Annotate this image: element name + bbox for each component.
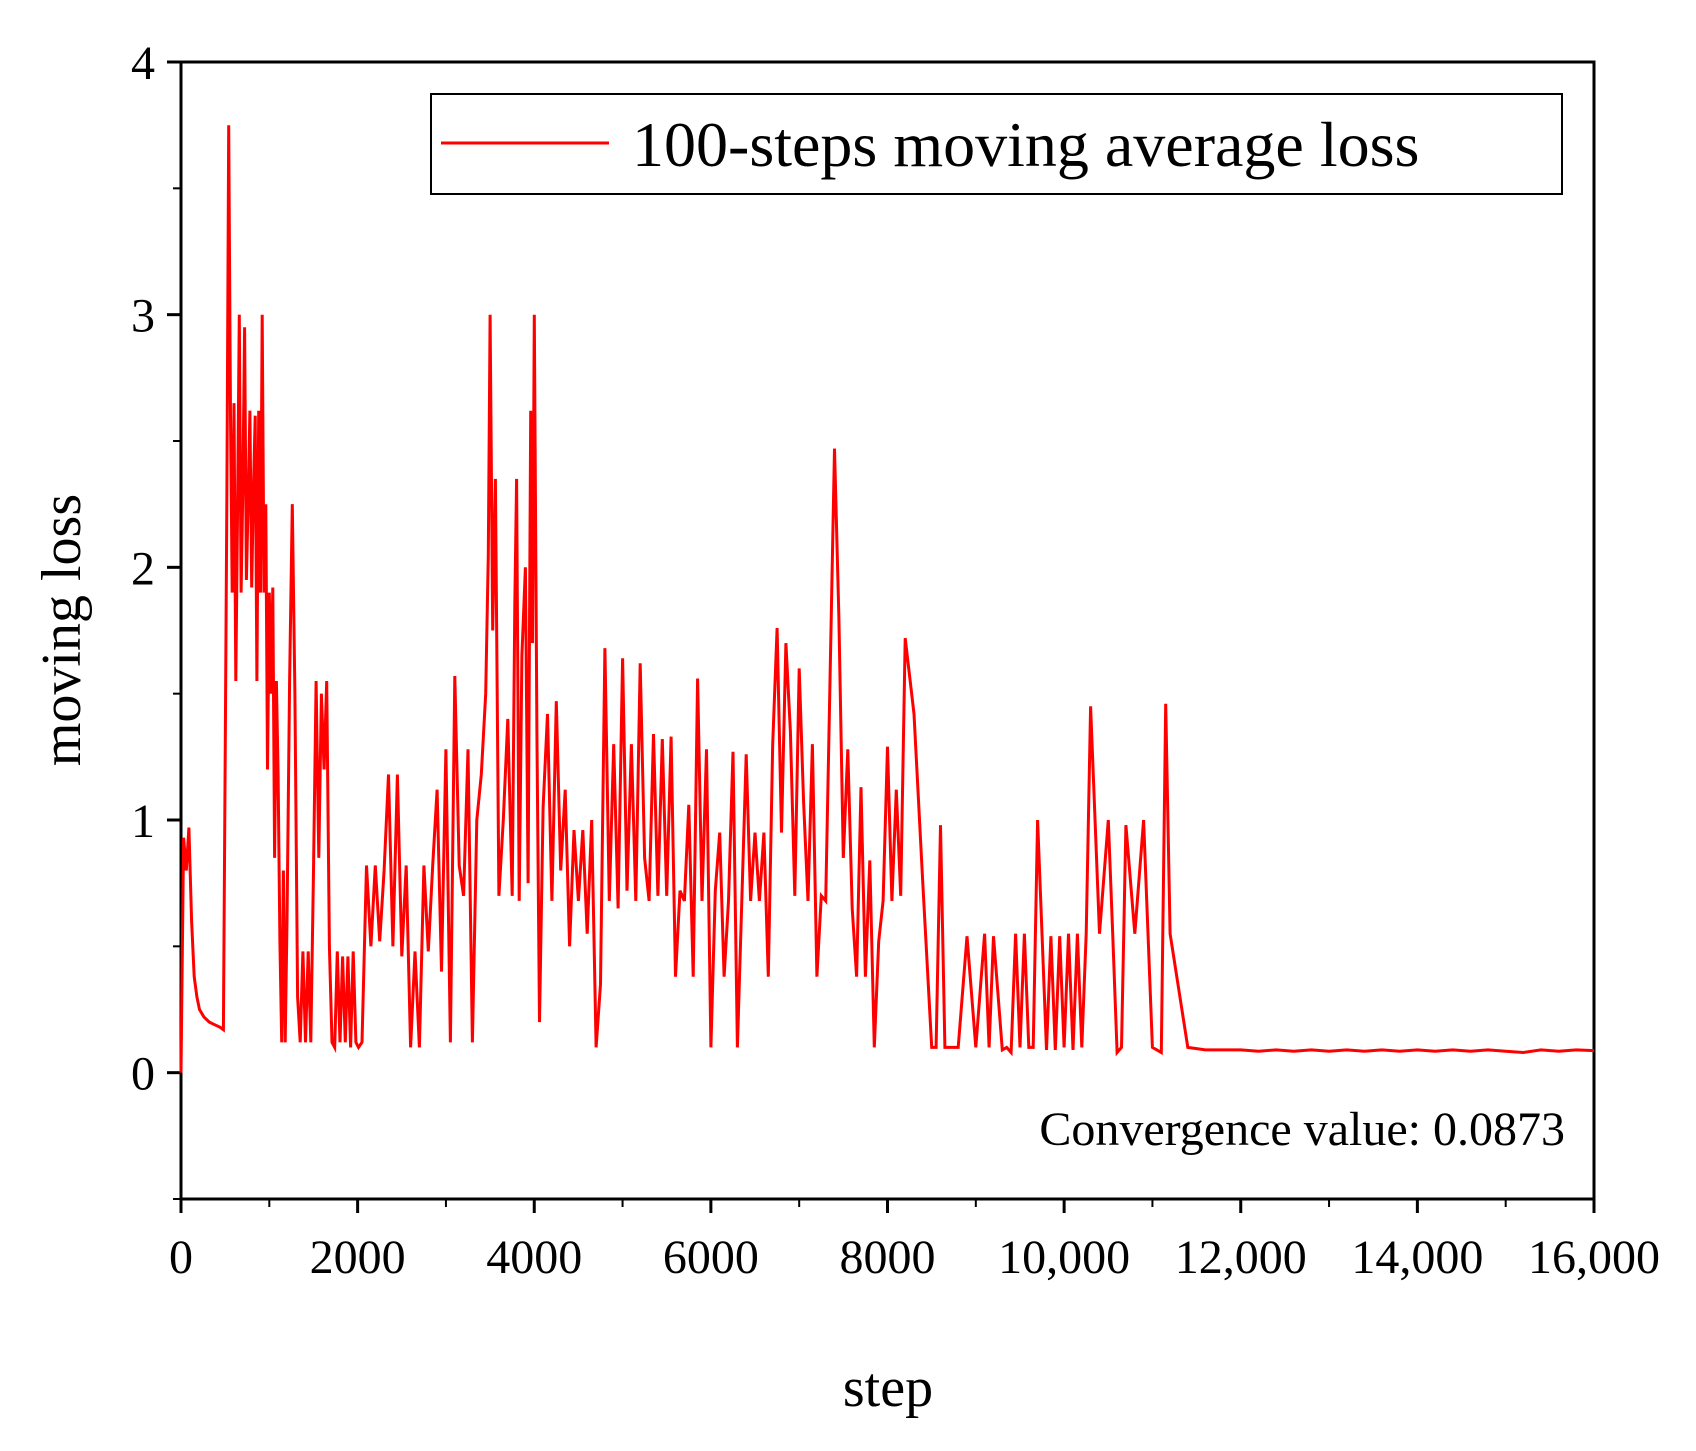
x-tick-label: 4000 xyxy=(486,1231,582,1284)
y-tick-label: 0 xyxy=(131,1048,155,1101)
x-tick-label: 16,000 xyxy=(1528,1231,1660,1284)
legend-label: 100-steps moving average loss xyxy=(632,109,1419,180)
legend-box xyxy=(430,93,1563,195)
x-axis-ticks xyxy=(179,1199,1596,1213)
y-axis-title: moving loss xyxy=(31,494,93,766)
series-line-0 xyxy=(179,125,1595,1073)
plot-frame xyxy=(179,60,1596,1201)
x-tick-label: 10,000 xyxy=(998,1231,1130,1284)
x-tick-label: 14,000 xyxy=(1351,1231,1483,1284)
x-axis-tick-labels: 0 2000 4000 6000 8000 10,000 12,000 14,000 16,00… xyxy=(169,1231,1660,1284)
y-axis-ticks xyxy=(167,60,181,1200)
y-tick-label: 3 xyxy=(131,290,155,343)
y-tick-label: 4 xyxy=(131,37,155,90)
x-tick-label: 2000 xyxy=(310,1231,406,1284)
x-axis-title: step xyxy=(843,1357,933,1419)
y-tick-label: 2 xyxy=(131,542,155,595)
series-layer xyxy=(179,125,1595,1073)
y-tick-label: 1 xyxy=(131,795,155,848)
x-tick-label: 12,000 xyxy=(1175,1231,1307,1284)
x-tick-label: 8000 xyxy=(840,1231,936,1284)
x-tick-label: 0 xyxy=(169,1231,193,1284)
y-axis-tick-labels: 0 1 2 3 4 xyxy=(131,37,155,1101)
convergence-annotation: Convergence value: 0.0873 xyxy=(1039,1103,1565,1156)
legend: 100-steps moving average loss xyxy=(430,93,1563,195)
x-tick-label: 6000 xyxy=(663,1231,759,1284)
